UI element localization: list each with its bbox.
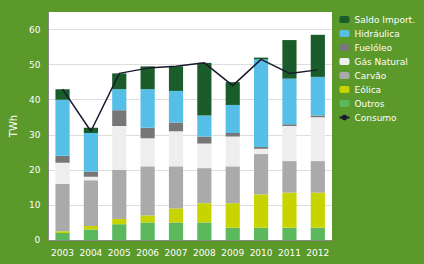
- svg-text:30: 30: [29, 130, 41, 140]
- svg-text:Outros: Outros: [354, 99, 384, 109]
- svg-text:Eólica: Eólica: [354, 85, 381, 95]
- svg-text:40: 40: [29, 95, 41, 105]
- svg-text:10: 10: [29, 200, 41, 210]
- svg-text:20: 20: [29, 165, 41, 175]
- svg-text:2006: 2006: [136, 248, 159, 258]
- svg-text:Hidráulica: Hidráulica: [354, 29, 399, 39]
- svg-text:2003: 2003: [51, 248, 74, 258]
- svg-text:2004: 2004: [79, 248, 102, 258]
- svg-text:TWh: TWh: [8, 115, 19, 138]
- svg-text:Carvão: Carvão: [354, 71, 386, 81]
- svg-text:2007: 2007: [165, 248, 188, 258]
- svg-text:Consumo: Consumo: [354, 113, 397, 123]
- svg-text:2011: 2011: [278, 248, 301, 258]
- svg-text:50: 50: [29, 60, 41, 70]
- svg-text:60: 60: [29, 25, 41, 35]
- svg-text:Gás Natural: Gás Natural: [354, 57, 407, 67]
- svg-text:2005: 2005: [108, 248, 131, 258]
- svg-text:2009: 2009: [221, 248, 244, 258]
- svg-text:0: 0: [35, 235, 41, 245]
- svg-text:Saldo Import.: Saldo Import.: [354, 15, 415, 25]
- svg-text:2010: 2010: [250, 248, 273, 258]
- svg-text:2008: 2008: [193, 248, 216, 258]
- svg-text:Fuelóleo: Fuelóleo: [354, 43, 392, 53]
- svg-text:2012: 2012: [306, 248, 329, 258]
